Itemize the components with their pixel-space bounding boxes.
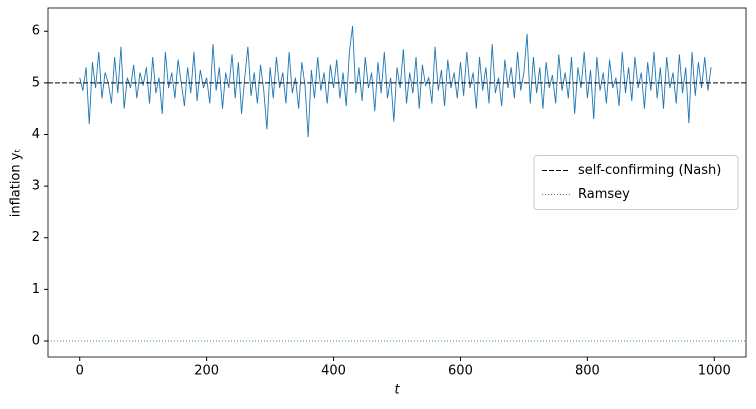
x-axis-label: t <box>394 383 400 398</box>
x-tick-label: 800 <box>575 364 600 379</box>
y-tick-label: 4 <box>32 127 40 142</box>
x-tick-label: 1000 <box>698 364 731 379</box>
legend-box <box>533 155 739 210</box>
y-tick-label: 6 <box>32 24 40 39</box>
x-tick-label: 200 <box>194 364 219 379</box>
y-tick-label: 5 <box>32 75 40 90</box>
x-tick-label: 0 <box>76 364 84 379</box>
x-tick-label: 400 <box>321 364 346 379</box>
legend-label: Ramsey <box>578 187 630 202</box>
y-tick-label: 0 <box>32 333 40 348</box>
data-line <box>79 26 712 138</box>
legend-label: self-confirming (Nash) <box>578 163 721 178</box>
y-tick-label: 3 <box>32 179 40 194</box>
x-tick-label: 600 <box>448 364 473 379</box>
plot-frame <box>47 7 747 358</box>
y-axis-label: inflation yₜ <box>9 149 24 218</box>
y-tick-label: 1 <box>32 282 40 297</box>
y-tick-label: 2 <box>32 230 40 245</box>
